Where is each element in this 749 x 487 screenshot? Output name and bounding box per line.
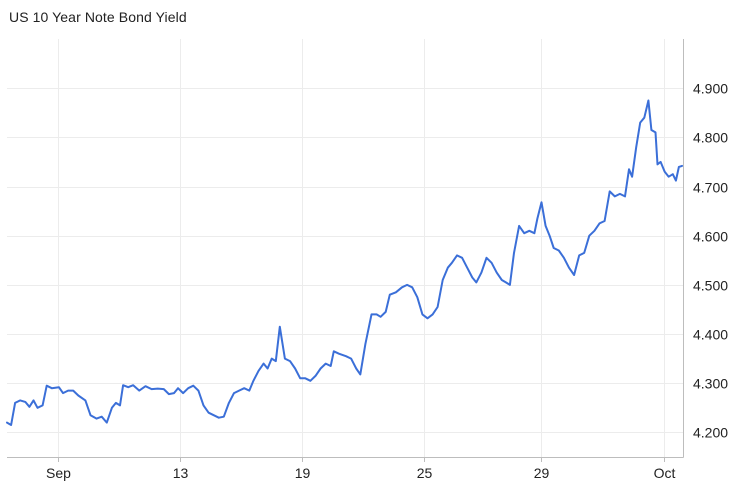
y-tick-label: 4.300: [693, 376, 728, 392]
x-tick-label: Sep: [46, 465, 71, 481]
x-tick-label: 25: [417, 465, 433, 481]
x-tick-label: Oct: [654, 465, 676, 481]
y-tick-label: 4.200: [693, 425, 728, 441]
y-tick-label: 4.600: [693, 229, 728, 245]
yield-series-line: [6, 99, 683, 426]
y-tick-label: 4.700: [693, 180, 728, 196]
x-tick-label: 29: [534, 465, 550, 481]
y-tick-label: 4.400: [693, 327, 728, 343]
y-tick-label: 4.900: [693, 81, 728, 97]
y-tick-label: 4.800: [693, 130, 728, 146]
chart-title: US 10 Year Note Bond Yield: [9, 9, 187, 25]
y-tick-label: 4.500: [693, 278, 728, 294]
x-tick-label: 19: [295, 465, 311, 481]
x-tick-label: 13: [173, 465, 189, 481]
